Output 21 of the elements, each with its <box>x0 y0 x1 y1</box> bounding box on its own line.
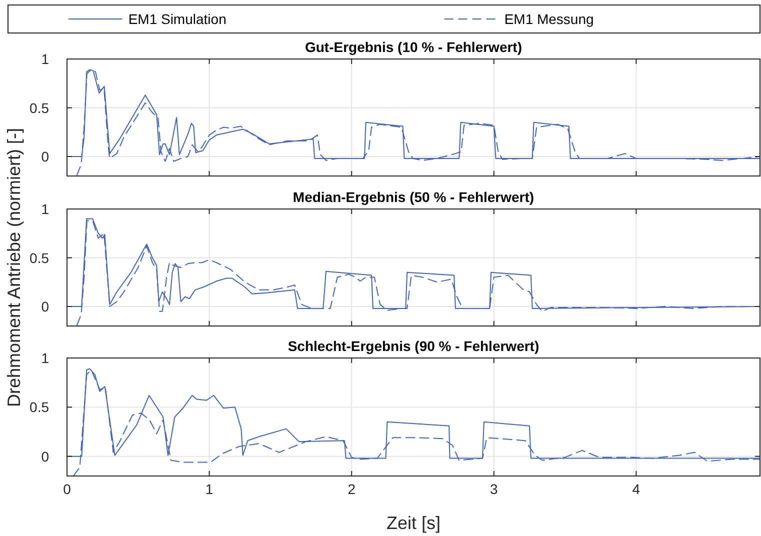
y-axis-title: Drehmoment Antriebe (normiert) [-] <box>4 128 24 408</box>
y-tick-label: 1 <box>41 350 50 366</box>
y-tick-label: 0.5 <box>30 250 50 266</box>
y-tick-label: 0 <box>41 448 50 464</box>
x-tick-label: 1 <box>205 481 214 497</box>
x-tick-label: 4 <box>632 481 640 497</box>
x-tick-label: 3 <box>490 481 498 497</box>
y-tick-label: 0.5 <box>30 399 50 416</box>
x-tick-label: 2 <box>348 481 356 497</box>
x-axis-title: Zeit [s] <box>386 513 441 533</box>
legend-label: EM1 Simulation <box>128 11 226 27</box>
chart-title: Gut-Ergebnis (10 % - Fehlerwert) <box>304 39 522 55</box>
legend-label: EM1 Messung <box>504 11 594 27</box>
y-tick-label: 1 <box>41 201 50 217</box>
y-tick-label: 0.5 <box>30 100 50 116</box>
y-tick-label: 1 <box>41 51 50 67</box>
y-tick-label: 0 <box>41 298 50 314</box>
y-tick-label: 0 <box>41 148 50 164</box>
x-tick-label: 0 <box>63 481 72 497</box>
chart-title: Median-Ergebnis (50 % - Fehlerwert) <box>292 189 534 205</box>
chart-title: Schlecht-Ergebnis (90 % - Fehlerwert) <box>288 338 540 354</box>
